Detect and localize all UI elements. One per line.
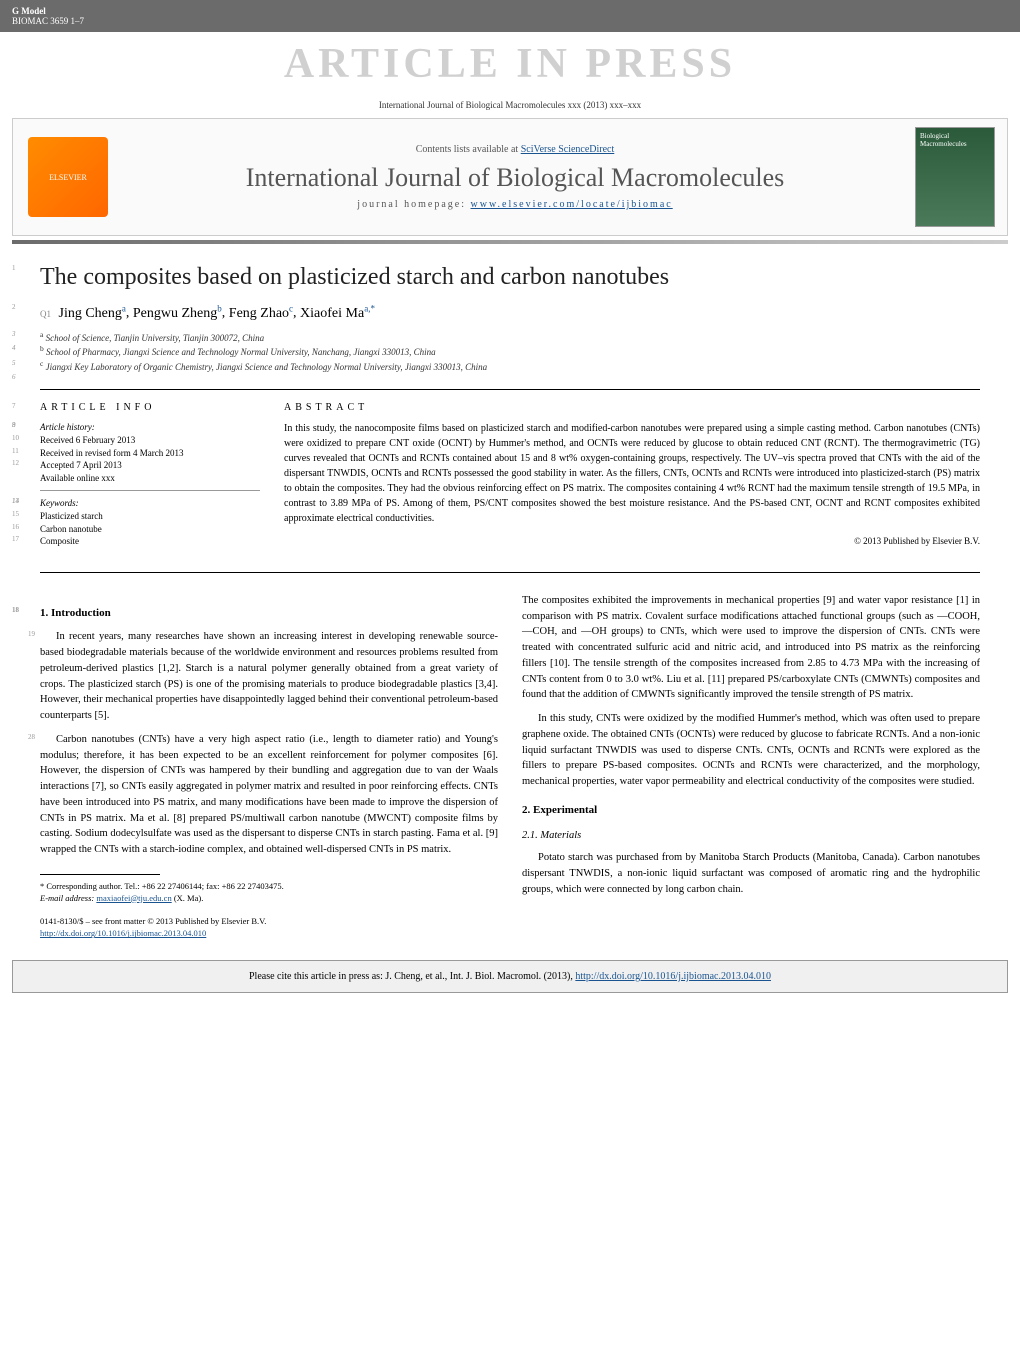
homepage-link[interactable]: www.elsevier.com/locate/ijbiomac — [471, 199, 673, 210]
intro-paragraph: 28Carbon nanotubes (CNTs) have a very hi… — [40, 732, 498, 858]
left-column: 181. Introduction 19In recent years, man… — [40, 593, 498, 940]
contents-available: Contents lists available at SciVerse Sci… — [131, 144, 899, 155]
history-item: 11Received in revised form 4 March 2013 — [40, 447, 260, 460]
body-columns: 181. Introduction 19In recent years, man… — [40, 593, 980, 940]
experimental-heading: 2. Experimental — [522, 802, 980, 819]
history-label: 9Article history: — [40, 421, 260, 434]
abstract-heading: ABSTRACT — [284, 402, 980, 413]
article-title: 1 The composites based on plasticized st… — [40, 264, 980, 291]
article-code: BIOMAC 3659 1–7 — [12, 16, 1008, 26]
body-paragraph: In this study, CNTs were oxidized by the… — [522, 711, 980, 790]
copyright: © 2013 Published by Elsevier B.V. — [284, 536, 980, 546]
citation-doi-link[interactable]: http://dx.doi.org/10.1016/j.ijbiomac.201… — [575, 971, 771, 982]
history-item: 12Accepted 7 April 2013 — [40, 459, 260, 472]
keyword: 16Carbon nanotube — [40, 523, 260, 536]
materials-heading: 2.1. Materials — [522, 828, 980, 844]
email-line: E-mail address: maxiaofei@tju.edu.cn (X.… — [40, 893, 498, 905]
keywords-label: 14Keywords: — [40, 497, 260, 510]
article-history: 9Article history: 10Received 6 February … — [40, 421, 260, 491]
author: Feng Zhaoc — [229, 306, 293, 321]
cover-thumbnail: Biological Macromolecules — [915, 127, 995, 227]
elsevier-logo: ELSEVIER — [28, 137, 108, 217]
sciencedirect-link[interactable]: SciVerse ScienceDirect — [521, 144, 615, 155]
authors-line: 2 Q1 Jing Chenga, Pengwu Zhengb, Feng Zh… — [40, 303, 980, 322]
email-link[interactable]: maxiaofei@tju.edu.cn — [96, 893, 171, 903]
article-info-heading: 7ARTICLE INFO — [40, 402, 260, 413]
author: Jing Chenga — [59, 306, 126, 321]
history-item: 10Received 6 February 2013 — [40, 434, 260, 447]
corresponding-author: * Corresponding author. Tel.: +86 22 274… — [40, 881, 498, 905]
line-number: 1 — [12, 264, 16, 272]
author: Xiaofei Maa,* — [300, 306, 375, 321]
line-number: 6 — [12, 373, 16, 383]
publisher-logo-area: ELSEVIER — [13, 129, 123, 225]
journal-name: International Journal of Biological Macr… — [131, 163, 899, 193]
citation-box: Please cite this article in press as: J.… — [12, 960, 1008, 993]
line-number: 2 — [12, 303, 16, 311]
affiliations: 3a School of Science, Tianjin University… — [40, 330, 980, 374]
abstract: ABSTRACT In this study, the nanocomposit… — [284, 402, 980, 559]
keyword: 17Composite — [40, 535, 260, 548]
materials-paragraph: Potato starch was purchased from by Mani… — [522, 850, 980, 897]
header-bar: G Model BIOMAC 3659 1–7 — [0, 0, 1020, 32]
footnote-separator — [40, 874, 160, 875]
line-number: 3 — [12, 330, 16, 340]
info-abstract-block: 7ARTICLE INFO 8 9Article history: 10Rece… — [40, 389, 980, 572]
watermark-text: ARTICLE IN PRESS — [0, 32, 1020, 96]
intro-paragraph: 19In recent years, many researches have … — [40, 629, 498, 724]
contents-banner: ELSEVIER Contents lists available at Sci… — [12, 118, 1008, 236]
banner-center: Contents lists available at SciVerse Sci… — [123, 136, 907, 218]
article-info: 7ARTICLE INFO 8 9Article history: 10Rece… — [40, 402, 260, 559]
intro-heading: 181. Introduction — [40, 605, 498, 622]
keywords-section: 14Keywords: 15Plasticized starch 16Carbo… — [40, 497, 260, 553]
main-content: 1 The composites based on plasticized st… — [0, 264, 1020, 940]
keyword: 15Plasticized starch — [40, 510, 260, 523]
journal-homepage: journal homepage: www.elsevier.com/locat… — [131, 199, 899, 210]
author: Pengwu Zhengb — [133, 306, 222, 321]
gradient-divider — [12, 240, 1008, 244]
journal-reference: International Journal of Biological Macr… — [0, 96, 1020, 118]
doi-link[interactable]: http://dx.doi.org/10.1016/j.ijbiomac.201… — [40, 928, 206, 938]
doi-block: 0141-8130/$ – see front matter © 2013 Pu… — [40, 915, 498, 941]
body-paragraph: The composites exhibited the improvement… — [522, 593, 980, 703]
abstract-text: In this study, the nanocomposite films b… — [284, 421, 980, 526]
query-marker: Q1 — [40, 309, 51, 319]
line-number: 4 — [12, 344, 16, 354]
cover-thumb-area: Biological Macromolecules — [907, 119, 1007, 235]
history-item: Available online xxx — [40, 472, 260, 485]
right-column: The composites exhibited the improvement… — [522, 593, 980, 940]
g-model-label: G Model — [12, 6, 1008, 16]
line-number: 5 — [12, 359, 16, 369]
